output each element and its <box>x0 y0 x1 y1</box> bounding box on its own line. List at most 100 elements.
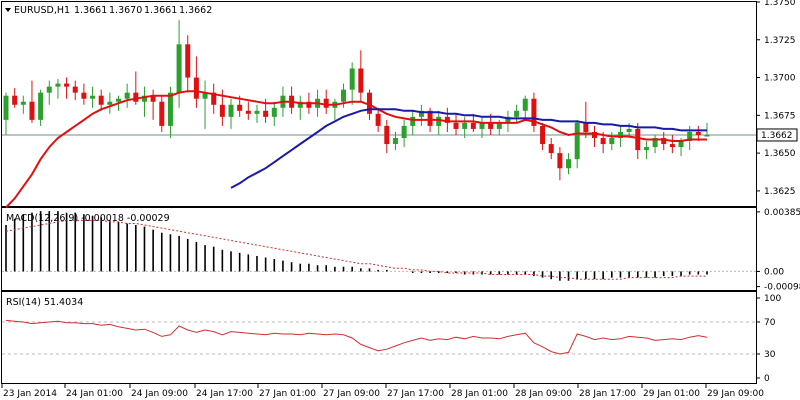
candle-body <box>167 92 173 126</box>
ohlc-high: 1.3670 <box>109 5 142 16</box>
macd-axis-tick-label: 0.00385 <box>764 208 800 218</box>
candle-body <box>237 104 243 111</box>
last-price-label: 1.3662 <box>761 131 793 141</box>
price-axis-tick-label: 1.3675 <box>764 111 796 121</box>
candle-body <box>531 98 537 126</box>
candle-body <box>211 92 217 105</box>
x-tick-label: 27 Jan 17:00 <box>387 389 444 399</box>
rsi-axis-tick-label: 100 <box>764 294 781 304</box>
candle-body <box>591 131 597 138</box>
rsi-axis-tick-label: 70 <box>764 318 776 328</box>
rsi-line <box>5 319 708 355</box>
candle-body <box>107 101 113 105</box>
candle-body <box>271 107 277 117</box>
candle-body <box>150 95 156 102</box>
macd-title: MACD(12,26,9) -0.00018 -0.00029 <box>6 213 170 224</box>
macd-pane-frame <box>1 207 757 291</box>
rsi-axis-tick-label: 0 <box>764 374 770 384</box>
x-tick-label: 23 Jan 2014 <box>3 389 57 399</box>
candle-body <box>64 83 70 87</box>
candle-body <box>609 138 615 145</box>
price-plot <box>2 20 756 209</box>
candle-body <box>375 113 381 126</box>
candle-body <box>124 92 130 99</box>
candle-body <box>323 98 329 108</box>
candle-body <box>626 128 632 132</box>
price-axis-tick-label: 1.3725 <box>764 36 796 46</box>
candle-body <box>20 101 26 105</box>
ohlc-open: 1.3661 <box>74 5 107 16</box>
candle-body <box>453 122 459 129</box>
x-tick-label: 24 Jan 01:00 <box>66 389 123 399</box>
macd-axis-tick-label: -0.00098 <box>764 283 800 293</box>
candle-body <box>635 128 641 151</box>
candle-body <box>488 122 494 129</box>
candle-body <box>245 110 251 114</box>
candle-body <box>444 116 450 123</box>
candle-body <box>46 86 52 93</box>
fast-moving-average-line <box>5 90 707 209</box>
x-tick-label: 24 Jan 17:00 <box>196 389 253 399</box>
x-axis: 23 Jan 2014 24 Jan 01:00 24 Jan 09:00 24 Ja… <box>1 384 764 399</box>
candle-body <box>479 122 485 129</box>
candle-body <box>384 125 390 145</box>
candle-body <box>669 144 675 148</box>
candle-body <box>254 110 260 114</box>
candle-body <box>366 92 372 114</box>
candle-body <box>401 125 407 138</box>
candle-body <box>704 134 710 137</box>
candle-body <box>695 131 701 135</box>
candle-body <box>38 92 44 120</box>
x-tick-label: 28 Jan 17:00 <box>579 389 636 399</box>
candle-body <box>90 95 96 99</box>
dropdown-triangle-icon[interactable] <box>5 8 11 12</box>
candle-body <box>358 68 364 93</box>
candle-body <box>557 153 563 169</box>
candle-body <box>55 83 61 87</box>
macd-plot <box>2 211 756 281</box>
candle-body <box>470 122 476 129</box>
rsi-pane-frame <box>1 291 757 384</box>
rsi-title: RSI(14) 51.4034 <box>6 297 83 308</box>
y-axes: 1.3750 1.3725 1.3700 1.3675 1.3650 1.3625 0.00… <box>756 0 800 384</box>
candle-body <box>617 131 623 138</box>
x-tick-label: 29 Jan 09:00 <box>707 389 764 399</box>
x-tick-label: 27 Jan 01:00 <box>259 389 316 399</box>
candle-body <box>678 141 684 148</box>
candle-body <box>98 95 104 105</box>
candle-body <box>3 95 9 120</box>
candle-body <box>392 138 398 145</box>
candle-body <box>600 138 606 145</box>
candle-body <box>462 122 468 129</box>
candle-body <box>193 77 199 99</box>
x-tick-label: 29 Jan 01:00 <box>643 389 700 399</box>
slow-moving-average-line <box>230 108 707 189</box>
candle-body <box>436 116 442 126</box>
candle-body <box>133 92 139 102</box>
candle-body <box>176 44 182 93</box>
candle-body <box>263 110 269 117</box>
candle-body <box>514 110 520 117</box>
price-title: EURUSD,H1 1.3661 1.3670 1.3661 1.3662 <box>5 5 212 16</box>
candle-body <box>643 147 649 151</box>
candle-body <box>349 68 355 90</box>
x-tick-label: 28 Jan 09:00 <box>515 389 572 399</box>
price-axis-tick-label: 1.3625 <box>764 187 796 197</box>
symbol-label: EURUSD,H1 <box>14 5 70 16</box>
rsi-axis-tick-label: 30 <box>764 350 776 360</box>
macd-axis-tick-label: 0.00 <box>764 267 784 277</box>
candle-body <box>505 116 511 123</box>
candle-body <box>29 101 35 120</box>
candle-body <box>228 104 234 117</box>
candle-body <box>652 138 658 148</box>
candle-body <box>566 159 572 169</box>
candle-body <box>410 116 416 126</box>
candle-body <box>687 131 693 142</box>
last-price-box <box>756 128 798 142</box>
candle-body <box>661 138 667 145</box>
candle-body <box>583 122 589 132</box>
candle-body <box>297 101 303 108</box>
candle-body <box>574 122 580 160</box>
